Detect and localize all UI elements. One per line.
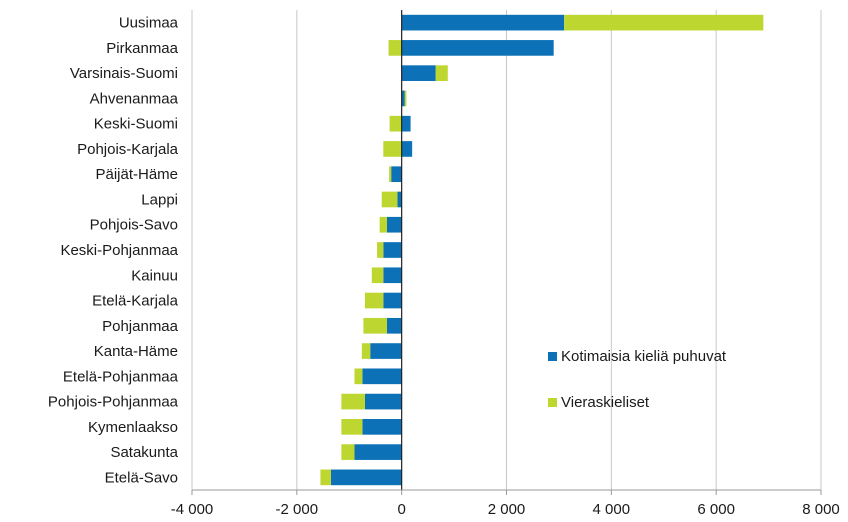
- x-tick-label: 6 000: [697, 501, 735, 518]
- bar-domestic: [401, 65, 436, 81]
- category-label: Kanta-Häme: [94, 343, 178, 360]
- legend-swatch: [548, 352, 557, 361]
- x-tick-label: 4 000: [593, 501, 631, 518]
- bar-domestic: [401, 90, 405, 107]
- bar-foreign: [388, 40, 402, 56]
- legend: Kotimaisia kieliä puhuvat Vieraskieliset: [548, 348, 727, 411]
- category-label: Etelä-Pohjanmaa: [63, 368, 179, 385]
- bar-foreign: [361, 343, 371, 359]
- bar-foreign: [363, 317, 387, 334]
- bar-foreign: [389, 166, 392, 183]
- gridlines: [191, 10, 822, 490]
- x-tick-label: -4 000: [171, 501, 214, 518]
- bar-domestic: [362, 368, 402, 385]
- bar-domestic: [354, 444, 402, 460]
- category-label: Pohjois-Karjala: [77, 141, 179, 158]
- category-label: Pohjois-Pohjanmaa: [48, 394, 179, 411]
- bar-foreign: [377, 242, 384, 258]
- category-label: Pohjanmaa: [102, 318, 179, 335]
- bar-foreign: [435, 65, 448, 81]
- category-label: Ahvenanmaa: [90, 90, 179, 107]
- bar-domestic: [401, 14, 565, 31]
- bars: [320, 14, 764, 486]
- bar-foreign: [383, 141, 402, 157]
- category-label: Etelä-Savo: [105, 469, 178, 486]
- category-labels: Uusimaa Pirkanmaa Varsinais-Suomi Ahvenanma…: [48, 15, 179, 487]
- bar-domestic: [383, 242, 402, 258]
- category-label: Päijät-Häme: [95, 166, 178, 183]
- bar-domestic: [391, 166, 402, 183]
- bar-domestic: [386, 317, 402, 334]
- bar-domestic: [401, 115, 411, 132]
- bar-domestic: [397, 191, 402, 208]
- bar-domestic: [383, 267, 402, 284]
- legend-label: Vieraskieliset: [561, 394, 650, 411]
- bar-foreign: [354, 368, 363, 385]
- bar-foreign: [564, 14, 764, 31]
- category-label: Keski-Suomi: [94, 116, 178, 133]
- bar-domestic: [386, 216, 402, 233]
- bar-domestic: [401, 40, 554, 56]
- bar-foreign: [364, 292, 384, 309]
- bar-domestic: [383, 292, 402, 309]
- category-label: Lappi: [141, 191, 178, 208]
- bar-domestic: [362, 419, 402, 435]
- axes: [191, 10, 822, 495]
- x-tick-label: 2 000: [488, 501, 526, 518]
- legend-label: Kotimaisia kieliä puhuvat: [561, 348, 727, 365]
- bar-domestic: [401, 141, 413, 157]
- x-tick-label: 8 000: [802, 501, 840, 518]
- bar-foreign: [381, 191, 398, 208]
- legend-swatch: [548, 398, 557, 407]
- bar-foreign: [341, 444, 355, 460]
- category-label: Kymenlaakso: [88, 419, 178, 436]
- bar-domestic: [364, 393, 402, 410]
- x-tick-label: 0: [397, 501, 405, 518]
- x-tick-labels: -4 000 -2 000 0 2 000 4 000 6 000 8 000: [171, 501, 840, 518]
- category-label: Uusimaa: [119, 15, 179, 32]
- bar-foreign: [341, 393, 365, 410]
- category-label: Kainuu: [131, 267, 178, 284]
- x-tick-label: -2 000: [276, 501, 319, 518]
- category-label: Keski-Pohjanmaa: [60, 242, 178, 259]
- bar-foreign: [389, 115, 402, 132]
- bar-foreign: [341, 419, 363, 435]
- bar-foreign: [371, 267, 384, 284]
- bar-foreign: [379, 216, 387, 233]
- bar-foreign: [320, 469, 331, 486]
- category-label: Pirkanmaa: [106, 40, 178, 57]
- bar-domestic: [330, 469, 402, 486]
- category-label: Satakunta: [110, 444, 178, 461]
- category-label: Pohjois-Savo: [90, 217, 178, 234]
- category-label: Varsinais-Suomi: [70, 65, 178, 82]
- category-label: Etelä-Karjala: [92, 293, 179, 310]
- bar-domestic: [370, 343, 402, 359]
- bar-foreign: [404, 90, 407, 107]
